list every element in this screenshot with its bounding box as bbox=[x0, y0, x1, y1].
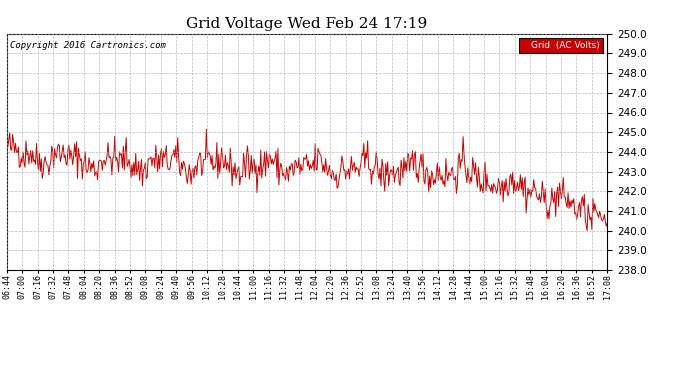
Text: Copyright 2016 Cartronics.com: Copyright 2016 Cartronics.com bbox=[10, 41, 166, 50]
Title: Grid Voltage Wed Feb 24 17:19: Grid Voltage Wed Feb 24 17:19 bbox=[186, 17, 428, 31]
Legend: Grid  (AC Volts): Grid (AC Volts) bbox=[519, 38, 602, 53]
